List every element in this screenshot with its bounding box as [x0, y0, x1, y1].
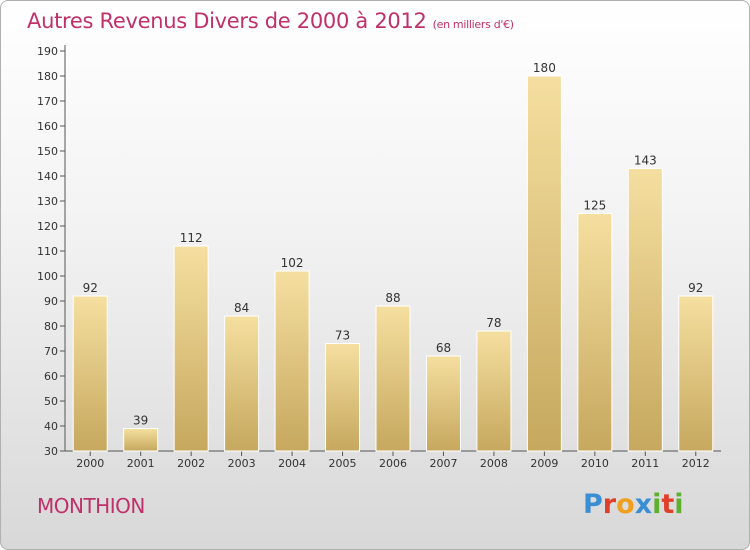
data-label: 92 [688, 281, 703, 295]
y-tick-label: 170 [37, 95, 58, 108]
commune-name: MONTHION [37, 494, 145, 518]
data-label: 39 [133, 414, 148, 428]
bar [325, 343, 361, 452]
labels-layer: 2000 92 2001 39 2002 112 2003 84 2004 102 2005 73 20… [76, 61, 710, 470]
x-tick-label: 2008 [480, 457, 508, 470]
data-label: 125 [583, 199, 606, 213]
bars-layer [72, 75, 714, 452]
data-label: 78 [486, 316, 501, 330]
bar [123, 428, 159, 452]
y-tick-label: 150 [37, 145, 58, 158]
chart-title-text: Autres Revenus Divers de 2000 à 2012 [27, 9, 427, 33]
x-tick-label: 2012 [682, 457, 710, 470]
logo-letter: t [661, 489, 675, 520]
bar [173, 245, 209, 452]
bar [425, 355, 461, 452]
y-tick-label: 190 [37, 45, 58, 58]
data-label: 73 [335, 329, 350, 343]
x-tick-label: 2001 [127, 457, 155, 470]
data-label: 102 [281, 256, 304, 270]
y-tick-label: 140 [37, 170, 58, 183]
logo-letter: i [652, 489, 662, 520]
data-label: 92 [83, 281, 98, 295]
y-tick-label: 160 [37, 120, 58, 133]
x-tick-label: 2000 [76, 457, 104, 470]
y-tick-label: 40 [44, 420, 58, 433]
chart-subtitle: (en milliers d'€) [432, 18, 514, 31]
x-tick-label: 2004 [278, 457, 306, 470]
y-tick-label: 30 [44, 445, 58, 458]
bar [577, 213, 613, 452]
bar [678, 295, 714, 452]
y-tick-label: 90 [44, 295, 58, 308]
y-tick-label: 70 [44, 345, 58, 358]
y-tick-label: 130 [37, 195, 58, 208]
y-tick-label: 80 [44, 320, 58, 333]
data-label: 180 [533, 61, 556, 75]
x-tick-label: 2010 [581, 457, 609, 470]
data-label: 68 [436, 341, 451, 355]
x-tick-label: 2009 [530, 457, 558, 470]
y-tick-label: 180 [37, 70, 58, 83]
logo-letter: o [616, 489, 635, 520]
data-label: 143 [634, 154, 657, 168]
x-tick-label: 2006 [379, 457, 407, 470]
logo-letter: P [583, 489, 603, 520]
y-tick-label: 60 [44, 370, 58, 383]
x-tick-label: 2007 [429, 457, 457, 470]
x-tick-label: 2005 [329, 457, 357, 470]
x-tick-label: 2003 [228, 457, 256, 470]
proxiti-logo[interactable]: Proxiti [583, 489, 684, 520]
data-label: 88 [385, 291, 400, 305]
bar [627, 168, 663, 452]
x-tick-label: 2011 [631, 457, 659, 470]
y-tick-label: 110 [37, 245, 58, 258]
y-tick-label: 100 [37, 270, 58, 283]
bar [526, 75, 562, 452]
bar [274, 270, 310, 452]
data-label: 84 [234, 301, 249, 315]
axis-layer: 30 40 50 60 70 80 90 100 110 120 130 140 150 160 170 18… [37, 45, 721, 458]
bar [72, 295, 108, 452]
logo-letter: i [674, 489, 684, 520]
y-tick-label: 50 [44, 395, 58, 408]
bar [224, 315, 260, 452]
y-tick-label: 120 [37, 220, 58, 233]
bar [476, 330, 512, 452]
x-tick-label: 2002 [177, 457, 205, 470]
bar [375, 305, 411, 452]
logo-letter: x [634, 489, 653, 520]
logo-letter: r [602, 489, 617, 520]
data-label: 112 [180, 231, 203, 245]
chart-title: Autres Revenus Divers de 2000 à 2012 (en … [27, 9, 514, 33]
